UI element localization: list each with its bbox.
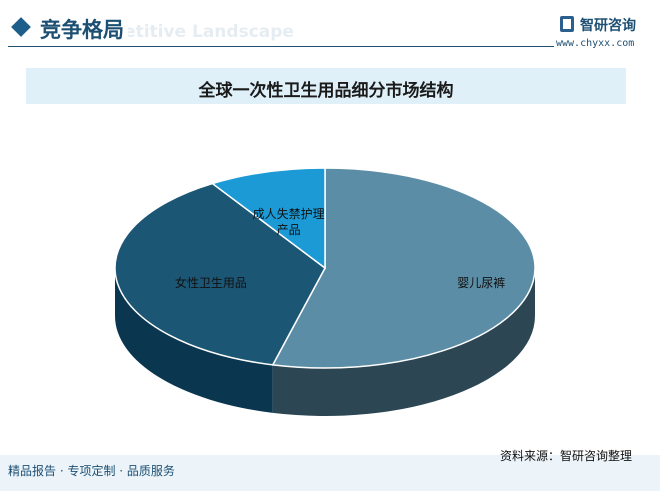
slice-label: 女性卫生用品 [174,275,247,290]
slice [210,167,326,270]
brand-icon [560,16,574,32]
footer-right: 资料来源：智研咨询整理 [500,449,633,463]
footer-bar [0,455,660,491]
brand: 智研咨询 [580,18,636,34]
footer-left: 精品报告 · 专项定制 · 品质服务 [8,464,175,478]
slice-label: 成人失禁护理产品 [252,207,325,238]
chart-title: 全球一次性卫生用品细分市场结构 [198,81,454,101]
header-line [8,46,554,47]
slice-label: 婴儿尿裤 [457,276,506,291]
header-title: 竞争格局 [40,14,128,44]
url: www.chyxx.com [556,38,635,49]
slice-side [115,268,273,413]
slice [271,167,536,369]
chart-title-box [26,68,626,104]
slice-side [272,268,535,416]
